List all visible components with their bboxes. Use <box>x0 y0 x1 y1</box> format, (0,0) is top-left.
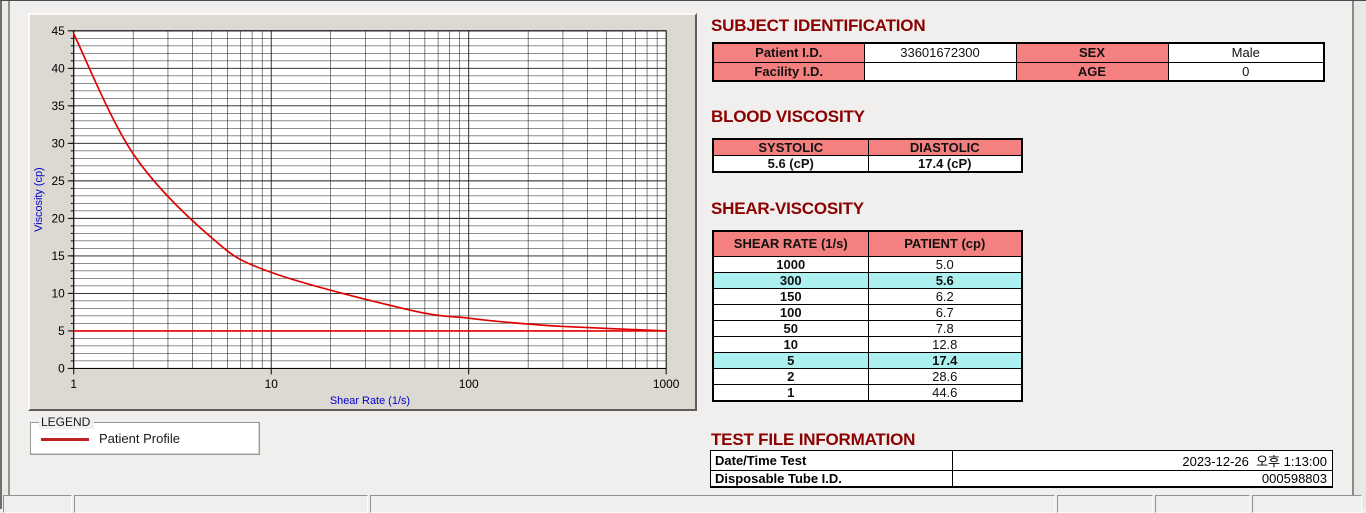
status-bar-panel <box>1252 495 1362 513</box>
shear-rate-cell: 1000 <box>712 255 869 273</box>
shear-rate-cell: 5 <box>712 351 869 369</box>
status-bar-panel <box>3 495 72 513</box>
table-row: 10 12.8 <box>712 335 1023 353</box>
subject-identification-table: Patient I.D. 33601672300 SEX Male Facili… <box>712 42 1325 82</box>
svg-text:1000: 1000 <box>653 377 680 391</box>
legend-box-label: LEGEND <box>39 415 95 429</box>
table-row: 2 28.6 <box>712 367 1023 385</box>
svg-text:Shear Rate (1/s): Shear Rate (1/s) <box>330 395 410 407</box>
systolic-header: SYSTOLIC <box>712 138 869 156</box>
table-row: 150 6.2 <box>712 287 1023 305</box>
shear-rate-cell: 150 <box>712 287 869 305</box>
shear-rate-cell: 1 <box>712 383 869 401</box>
shear-viscosity-table: SHEAR RATE (1/s) PATIENT (cp) 1000 5.0 3… <box>712 230 1023 402</box>
shear-rate-cell: 100 <box>712 303 869 321</box>
table-row: Patient I.D. 33601672300 SEX Male <box>712 42 1325 63</box>
date-time-test-label: Date/Time Test <box>710 450 953 471</box>
patient-cp-cell: 17.4 <box>867 351 1023 369</box>
svg-text:100: 100 <box>459 377 479 391</box>
diastolic-header: DIASTOLIC <box>867 138 1023 156</box>
facility-id-label: Facility I.D. <box>712 61 865 82</box>
facility-id-value <box>863 61 1017 82</box>
patient-cp-cell: 5.6 <box>867 271 1023 289</box>
svg-text:15: 15 <box>52 249 66 263</box>
subject-identification-title: SUBJECT IDENTIFICATION <box>711 16 926 35</box>
blood-viscosity-title: BLOOD VISCOSITY <box>711 107 865 126</box>
age-value: 0 <box>1167 61 1325 82</box>
patient-cp-cell: 5.0 <box>867 255 1023 273</box>
status-bar-panel <box>1155 495 1250 513</box>
svg-text:0: 0 <box>58 361 65 375</box>
diastolic-value: 17.4 (cP) <box>867 155 1023 173</box>
svg-text:10: 10 <box>265 377 279 391</box>
svg-text:35: 35 <box>52 99 66 113</box>
svg-text:10: 10 <box>52 286 66 300</box>
table-row: 100 6.7 <box>712 303 1023 321</box>
patient-cp-cell: 6.2 <box>867 287 1023 305</box>
patient-id-label: Patient I.D. <box>712 42 865 63</box>
sex-label: SEX <box>1015 42 1169 63</box>
svg-text:45: 45 <box>52 24 66 38</box>
viscosity-chart-svg: 0 5 10 15 20 25 30 35 40 45 1 10 100 1000 Viscosity (c… <box>33 24 680 407</box>
table-row: Date/Time Test 2023-12-26 오후 1:13:00 <box>710 450 1333 471</box>
patient-cp-cell: 12.8 <box>867 335 1023 353</box>
age-label: AGE <box>1015 61 1169 82</box>
status-bar-panel <box>74 495 368 513</box>
status-bar-panel <box>370 495 1055 513</box>
svg-text:5: 5 <box>58 324 65 338</box>
patient-profile-line-swatch <box>41 438 89 441</box>
table-row: Disposable Tube I.D. 000598803 <box>710 470 1333 488</box>
shear-rate-cell: 10 <box>712 335 869 353</box>
patient-cp-column-header: PATIENT (cp) <box>867 230 1023 257</box>
viscosity-chart-panel: 0 5 10 15 20 25 30 35 40 45 1 10 100 1000 Viscosity (c… <box>28 13 697 411</box>
table-row: 1000 5.0 <box>712 255 1023 273</box>
legend-box: LEGEND Patient Profile <box>30 415 260 455</box>
patient-id-value: 33601672300 <box>863 42 1017 63</box>
disposable-tube-id-label: Disposable Tube I.D. <box>710 470 953 488</box>
date-time-test-value: 2023-12-26 오후 1:13:00 <box>952 450 1333 471</box>
patient-cp-cell: 28.6 <box>867 367 1023 385</box>
patient-cp-cell: 7.8 <box>867 319 1023 337</box>
table-row-highlighted: 5 17.4 <box>712 351 1023 369</box>
shear-rate-cell: 2 <box>712 367 869 385</box>
svg-text:Viscosity (cp): Viscosity (cp) <box>33 167 45 232</box>
shear-rate-cell: 300 <box>712 271 869 289</box>
blood-viscosity-table: SYSTOLIC DIASTOLIC 5.6 (cP) 17.4 (cP) <box>712 138 1023 173</box>
svg-text:20: 20 <box>52 211 66 225</box>
table-row: SYSTOLIC DIASTOLIC <box>712 138 1023 156</box>
disposable-tube-id-value: 000598803 <box>952 470 1333 488</box>
table-row: 5.6 (cP) 17.4 (cP) <box>712 155 1023 173</box>
test-file-information-table: Date/Time Test 2023-12-26 오후 1:13:00 Dis… <box>710 450 1333 488</box>
shear-rate-cell: 50 <box>712 319 869 337</box>
patient-cp-cell: 44.6 <box>867 383 1023 401</box>
sex-value: Male <box>1167 42 1325 63</box>
systolic-value: 5.6 (cP) <box>712 155 869 173</box>
legend-entry-label: Patient Profile <box>99 431 180 446</box>
test-file-information-title: TEST FILE INFORMATION <box>711 430 916 449</box>
patient-cp-cell: 6.7 <box>867 303 1023 321</box>
table-row: 1 44.6 <box>712 383 1023 401</box>
shear-rate-column-header: SHEAR RATE (1/s) <box>712 230 869 257</box>
shear-viscosity-title: SHEAR-VISCOSITY <box>711 199 864 218</box>
window-left-frame <box>0 1 10 509</box>
table-row: Facility I.D. AGE 0 <box>712 61 1325 82</box>
svg-text:30: 30 <box>52 136 66 150</box>
svg-text:40: 40 <box>52 61 66 75</box>
svg-text:1: 1 <box>70 377 77 391</box>
window-right-frame <box>1352 1 1366 509</box>
patient-profile-line <box>72 32 668 332</box>
svg-text:25: 25 <box>52 174 66 188</box>
table-row-highlighted: 300 5.6 <box>712 271 1023 289</box>
table-row: 50 7.8 <box>712 319 1023 337</box>
status-bar-panel <box>1057 495 1153 513</box>
table-header-row: SHEAR RATE (1/s) PATIENT (cp) <box>712 230 1023 257</box>
